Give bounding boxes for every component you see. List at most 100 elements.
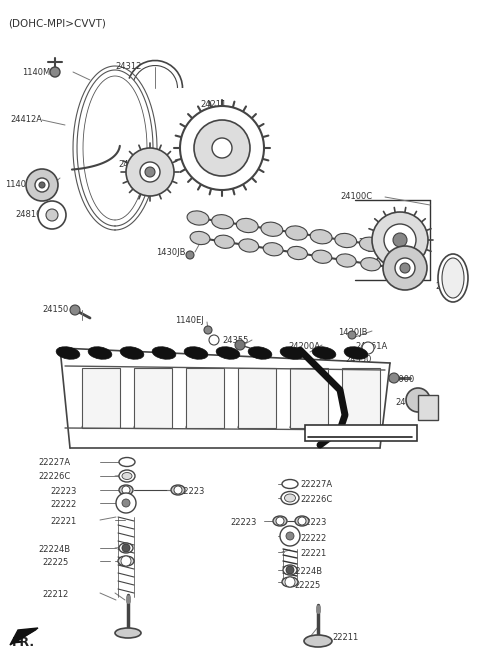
Circle shape [285,577,295,587]
Circle shape [122,486,130,494]
Ellipse shape [384,241,406,255]
Ellipse shape [184,346,208,359]
Circle shape [174,486,182,494]
Text: 22212: 22212 [42,590,68,599]
Ellipse shape [273,516,287,526]
Text: 24321: 24321 [435,282,461,291]
Ellipse shape [263,242,283,256]
Ellipse shape [286,226,307,240]
Bar [342,368,380,428]
Circle shape [212,138,232,158]
Ellipse shape [312,250,332,263]
Bar [82,368,120,428]
Circle shape [362,342,374,354]
Circle shape [422,400,438,416]
Circle shape [348,331,356,339]
Circle shape [389,373,399,383]
Ellipse shape [171,485,185,495]
Text: 22221: 22221 [50,517,76,526]
Ellipse shape [336,254,356,267]
Text: FR.: FR. [12,636,35,649]
Text: 24410A: 24410A [395,398,427,407]
Circle shape [140,162,160,182]
Ellipse shape [304,635,332,647]
Circle shape [276,517,284,525]
Ellipse shape [119,485,133,495]
Bar [186,368,224,428]
Ellipse shape [312,346,336,359]
Bar [290,368,328,428]
Circle shape [393,233,407,247]
Circle shape [280,526,300,546]
Text: 24322: 24322 [358,238,384,247]
Ellipse shape [120,346,144,359]
Ellipse shape [88,346,112,359]
Text: 22226C: 22226C [38,472,70,481]
Text: 22222: 22222 [300,534,326,543]
Ellipse shape [310,230,332,244]
Ellipse shape [360,257,381,271]
Text: 22223: 22223 [300,518,326,527]
Ellipse shape [119,543,133,553]
Circle shape [39,182,45,188]
Text: REF. 20-221: REF. 20-221 [308,432,372,442]
Text: 22222: 22222 [50,500,76,509]
Text: 22221: 22221 [300,549,326,558]
Text: 24810A: 24810A [15,210,47,219]
Bar [418,395,438,420]
Circle shape [372,212,428,268]
Circle shape [122,544,130,552]
Ellipse shape [236,218,258,233]
Circle shape [121,556,131,566]
Text: 22223: 22223 [50,487,76,496]
Ellipse shape [248,346,272,359]
Circle shape [38,201,66,229]
Circle shape [286,532,294,540]
Text: 1140EJ: 1140EJ [175,316,204,325]
Ellipse shape [119,457,135,466]
Circle shape [194,120,250,176]
Text: 24100C: 24100C [340,192,372,201]
Circle shape [406,388,430,412]
Ellipse shape [288,246,307,259]
Ellipse shape [115,628,141,638]
Circle shape [400,263,410,273]
Polygon shape [10,628,38,645]
Ellipse shape [283,565,297,575]
Circle shape [70,305,80,315]
Text: 22211: 22211 [332,633,358,642]
Ellipse shape [216,346,240,359]
Text: 24350: 24350 [345,355,372,364]
Text: 22227A: 22227A [38,458,70,467]
Circle shape [235,340,245,350]
Circle shape [209,335,219,345]
Ellipse shape [187,211,209,225]
Ellipse shape [285,494,296,502]
Text: 1430JB: 1430JB [156,248,185,257]
Text: 24150: 24150 [42,305,68,314]
Circle shape [145,167,155,177]
Ellipse shape [360,237,381,252]
Bar [305,425,417,441]
Ellipse shape [295,516,309,526]
Text: 1430JB: 1430JB [338,328,368,337]
Circle shape [46,209,58,221]
Bar [238,368,276,428]
Text: 24412A: 24412A [10,115,42,124]
Ellipse shape [118,556,134,566]
Ellipse shape [282,577,298,587]
Circle shape [286,566,294,574]
Ellipse shape [122,472,132,479]
Text: (DOHC-MPI>CVVT): (DOHC-MPI>CVVT) [8,18,106,28]
Circle shape [180,106,264,190]
Ellipse shape [190,231,210,244]
Text: 24312: 24312 [115,62,142,71]
Text: 1140ME: 1140ME [22,68,56,77]
Circle shape [26,169,58,201]
Circle shape [122,499,130,507]
Text: 22225: 22225 [294,581,320,590]
Text: 22226C: 22226C [300,495,332,504]
Circle shape [50,67,60,77]
Ellipse shape [344,346,368,359]
Text: 22227A: 22227A [300,480,332,489]
